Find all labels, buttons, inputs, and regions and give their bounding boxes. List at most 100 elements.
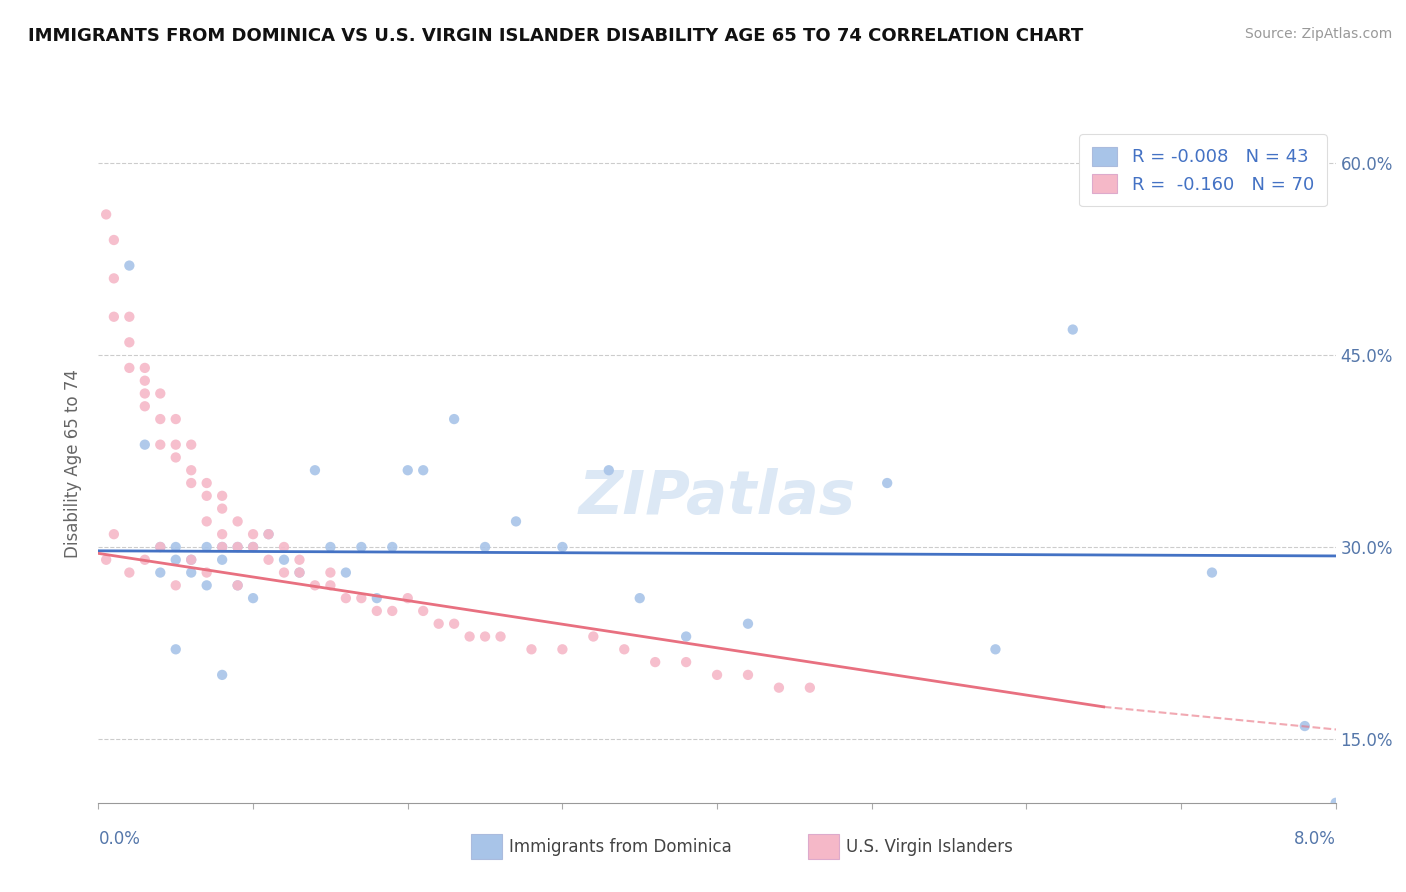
Point (134, 386, 156, 401)
Point (149, 540, 172, 554)
Point (520, 642, 543, 657)
Text: 8.0%: 8.0% (1294, 830, 1336, 847)
Point (628, 591, 651, 606)
Point (1062, 322, 1084, 336)
Point (195, 540, 218, 554)
Point (505, 515, 527, 529)
Point (211, 501, 233, 516)
Point (211, 527, 233, 541)
Point (180, 476, 202, 491)
Point (149, 540, 172, 554)
Text: Source: ZipAtlas.com: Source: ZipAtlas.com (1244, 27, 1392, 41)
Point (165, 642, 187, 657)
Point (489, 630, 512, 644)
Point (149, 566, 172, 580)
Text: U.S. Virgin Islanders: U.S. Virgin Islanders (846, 838, 1014, 855)
Point (134, 437, 156, 451)
Point (984, 642, 1007, 657)
Point (165, 412, 187, 426)
Point (381, 604, 404, 618)
Point (366, 604, 388, 618)
Point (165, 553, 187, 567)
Point (134, 360, 156, 375)
Point (195, 578, 218, 592)
Point (737, 668, 759, 682)
Point (443, 616, 465, 631)
Point (412, 604, 434, 618)
Point (195, 476, 218, 491)
Point (242, 540, 264, 554)
Point (165, 578, 187, 592)
Point (242, 591, 264, 606)
Point (96, 207, 118, 221)
Point (273, 540, 295, 554)
Text: IMMIGRANTS FROM DOMINICA VS U.S. VIRGIN ISLANDER DISABILITY AGE 65 TO 74 CORRELA: IMMIGRANTS FROM DOMINICA VS U.S. VIRGIN … (28, 27, 1084, 45)
Point (273, 553, 295, 567)
Legend: R = -0.008   N = 43, R =  -0.160   N = 70: R = -0.008 N = 43, R = -0.160 N = 70 (1080, 134, 1327, 206)
Point (582, 630, 605, 644)
Point (1201, 566, 1223, 580)
Point (799, 681, 821, 695)
Point (180, 553, 202, 567)
Point (443, 412, 465, 426)
Point (180, 553, 202, 567)
Point (458, 630, 481, 644)
Point (613, 642, 636, 657)
Point (103, 271, 125, 285)
Point (876, 476, 898, 491)
Point (257, 527, 280, 541)
Point (165, 450, 187, 465)
Point (96, 553, 118, 567)
Point (350, 591, 373, 606)
Point (226, 540, 249, 554)
Point (195, 489, 218, 503)
Point (257, 527, 280, 541)
Point (103, 233, 125, 247)
Point (288, 566, 311, 580)
Point (134, 553, 156, 567)
Point (103, 527, 125, 541)
Point (118, 259, 141, 273)
Point (180, 437, 202, 451)
Point (134, 399, 156, 413)
Point (427, 616, 450, 631)
Point (319, 566, 342, 580)
Point (226, 578, 249, 592)
Point (211, 540, 233, 554)
Point (134, 374, 156, 388)
Point (1294, 719, 1316, 733)
Point (165, 437, 187, 451)
Point (396, 591, 419, 606)
Text: Immigrants from Dominica: Immigrants from Dominica (509, 838, 731, 855)
Point (551, 540, 574, 554)
Point (319, 578, 342, 592)
Point (226, 515, 249, 529)
Point (118, 360, 141, 375)
Text: ZIPatlas: ZIPatlas (578, 468, 856, 527)
Point (304, 578, 326, 592)
Point (211, 553, 233, 567)
Point (273, 566, 295, 580)
Point (288, 553, 311, 567)
Point (149, 386, 172, 401)
Point (644, 655, 666, 669)
Point (288, 566, 311, 580)
Point (1324, 796, 1347, 810)
Y-axis label: Disability Age 65 to 74: Disability Age 65 to 74 (65, 369, 83, 558)
Point (118, 310, 141, 324)
Point (551, 642, 574, 657)
Point (675, 655, 697, 669)
Point (149, 412, 172, 426)
Point (103, 310, 125, 324)
Point (165, 540, 187, 554)
Text: 0.0%: 0.0% (98, 830, 141, 847)
Point (211, 489, 233, 503)
Point (675, 630, 697, 644)
Point (412, 463, 434, 477)
Point (149, 437, 172, 451)
Point (350, 540, 373, 554)
Point (304, 463, 326, 477)
Point (226, 540, 249, 554)
Point (381, 540, 404, 554)
Point (242, 527, 264, 541)
